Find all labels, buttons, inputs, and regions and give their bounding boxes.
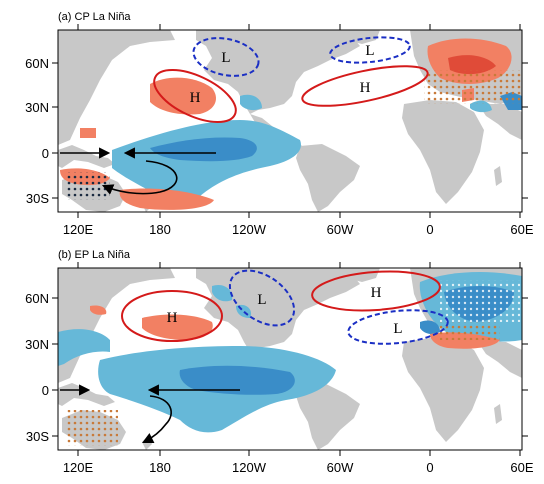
panel-a-low-1 <box>192 37 260 77</box>
panel-a-lon-tick: 60E <box>510 222 533 237</box>
panel-a-systems: L L H H <box>153 36 429 123</box>
panel-a-stipple-europe <box>424 70 522 104</box>
panel-a-low-2-label: L <box>365 43 374 59</box>
panel-b-lon-tick: 60W <box>327 460 354 475</box>
panel-b-lat-tick: 0 <box>42 383 49 398</box>
panel-b-lon-tick: 0 <box>426 460 433 475</box>
panel-b-low-2 <box>347 309 449 345</box>
panel-b-stipple-australia <box>66 410 118 446</box>
panel-b-lat-axis: 60N 30N 0 30S <box>25 291 528 444</box>
panel-a-lon-tick: 60W <box>327 222 354 237</box>
panel-b-stipple-europe <box>440 280 522 322</box>
panel-b-high-1-label: H <box>167 310 178 326</box>
panel-a-high-1-label: H <box>190 90 201 106</box>
panel-b-lon-axis <box>77 262 521 456</box>
panel-b-curved-arrow <box>141 395 172 444</box>
panel-a-lon-tick: 180 <box>149 222 171 237</box>
panel-a-high-2-label: H <box>360 80 371 96</box>
panel-a-lat-tick: 30N <box>25 100 49 115</box>
panel-b-lon-tick: 180 <box>149 460 171 475</box>
panel-b-low-1 <box>228 269 296 327</box>
panel-a-negative-anomaly <box>112 92 522 204</box>
panel-a-lon-tick: 0 <box>426 222 433 237</box>
panel-a-lon-axis <box>77 24 521 218</box>
panel-a-flow-arrows <box>60 147 216 195</box>
panel-a-lat-tick: 60N <box>25 56 49 71</box>
panel-b-lon-tick: 120E <box>63 460 94 475</box>
panel-b-lon-labels: 120E 180 120W 60W 0 60E <box>63 460 534 475</box>
panel-a-lon-labels: 120E 180 120W 60W 0 60E <box>63 222 534 237</box>
panel-a-lat-tick: 30S <box>26 191 49 206</box>
panel-a-low-1-label: L <box>221 50 230 66</box>
panel-a: (a) CP La Niña <box>25 11 534 237</box>
panel-b-high-2 <box>311 270 441 312</box>
panel-b-title: (b) EP La Niña <box>58 249 131 261</box>
panel-b-systems: H L H L <box>121 269 449 345</box>
panel-a-curved-arrow <box>101 160 178 195</box>
panel-a-high-2 <box>301 65 429 107</box>
panel-a-stipple-australia <box>66 172 110 200</box>
panel-a-lon-tick: 120E <box>63 222 94 237</box>
panel-b-low-1-label: L <box>257 292 266 308</box>
panel-b-lat-tick: 60N <box>25 291 49 306</box>
panel-b-stipple-mediterranean <box>440 322 500 340</box>
panel-a-lat-axis: 60N 30N 0 30S <box>25 56 528 206</box>
panel-b-lon-tick: 60E <box>510 460 533 475</box>
panel-b-lat-tick: 30N <box>25 337 49 352</box>
panel-b-high-1 <box>121 290 223 342</box>
panel-b-lon-tick: 120W <box>232 460 267 475</box>
panel-a-low-2 <box>329 36 411 64</box>
panel-b-lat-tick: 30S <box>26 429 49 444</box>
panel-a-title: (a) CP La Niña <box>58 11 131 23</box>
panel-b-low-2-label: L <box>393 321 402 337</box>
panel-a-high-1 <box>153 69 237 123</box>
panel-b-flow-arrows <box>60 384 240 444</box>
panel-b-frame <box>57 267 523 451</box>
panel-a-frame <box>57 29 523 213</box>
panel-b: (b) EP La Niña <box>25 249 534 475</box>
panel-b-high-2-label: H <box>371 285 382 301</box>
panel-a-lat-tick: 0 <box>42 146 49 161</box>
panel-a-lon-tick: 120W <box>232 222 267 237</box>
